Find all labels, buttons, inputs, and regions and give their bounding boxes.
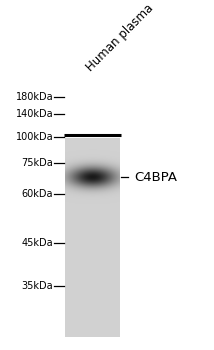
- Text: 140kDa: 140kDa: [15, 109, 53, 119]
- Text: C4BPA: C4BPA: [134, 171, 177, 184]
- Text: 35kDa: 35kDa: [22, 281, 53, 291]
- Text: 180kDa: 180kDa: [15, 92, 53, 102]
- Text: 75kDa: 75kDa: [21, 158, 53, 168]
- Text: 45kDa: 45kDa: [22, 238, 53, 248]
- Text: Human plasma: Human plasma: [84, 2, 156, 74]
- Text: 60kDa: 60kDa: [22, 189, 53, 200]
- Text: 100kDa: 100kDa: [15, 132, 53, 142]
